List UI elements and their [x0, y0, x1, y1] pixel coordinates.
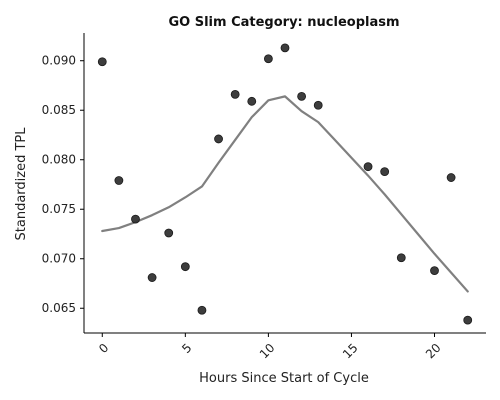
data-point-0: [97, 57, 107, 67]
data-point-16: [396, 253, 406, 263]
data-point-6: [197, 305, 207, 315]
axes: 0.065 0.070 0.075 0.080 0.085 0.090 0 5 10 15 20: [42, 33, 486, 361]
x-tick-label: 5: [179, 341, 194, 356]
data-point-8: [230, 89, 240, 99]
data-point-13: [313, 100, 323, 110]
data-point-5: [180, 262, 190, 272]
data-point-9: [247, 96, 257, 106]
x-tick-label: 20: [423, 341, 444, 362]
trend-line: [101, 95, 469, 293]
x-tick-label: 15: [340, 341, 361, 362]
data-point-7: [214, 134, 223, 144]
data-point-3: [147, 273, 157, 282]
data-point-14: [363, 162, 373, 172]
y-tick-label: 0.070: [42, 252, 76, 266]
data-point-12: [297, 91, 307, 101]
x-axis-title: Hours Since Start of Cycle: [199, 371, 369, 386]
x-tick-label: 0: [96, 341, 111, 356]
data-point-17: [430, 266, 439, 276]
plot-area: [97, 43, 473, 325]
data-point-11: [280, 43, 290, 53]
data-point-15: [380, 167, 390, 177]
data-point-1: [114, 176, 124, 185]
y-axis-title: Standardized TPL: [14, 127, 29, 241]
y-tick-label: 0.090: [42, 54, 76, 68]
chart-title: GO Slim Category: nucleoplasm: [168, 15, 399, 30]
data-point-18: [446, 173, 456, 182]
x-tick-label: 10: [257, 341, 278, 362]
y-tick-label: 0.080: [42, 153, 76, 167]
data-point-2: [131, 214, 140, 224]
y-tick-label: 0.075: [42, 202, 76, 216]
y-tick-label: 0.065: [42, 301, 76, 315]
data-point-10: [263, 54, 273, 64]
y-tick-label: 0.085: [42, 103, 76, 117]
data-point-19: [463, 315, 473, 325]
data-point-4: [164, 228, 174, 238]
